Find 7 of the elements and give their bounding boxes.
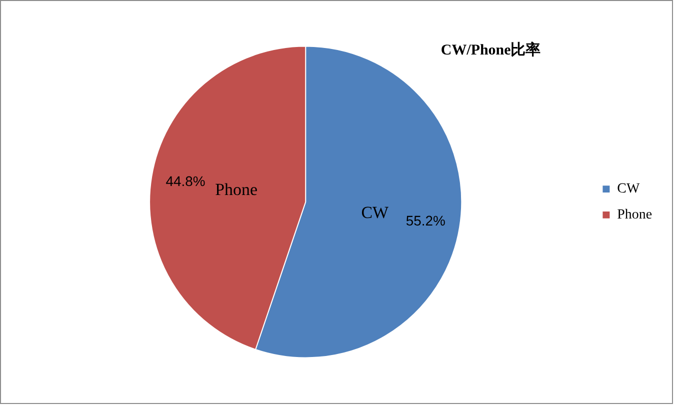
slice-label: Phone bbox=[215, 180, 258, 200]
legend-label: Phone bbox=[617, 208, 652, 223]
legend-label: CW bbox=[617, 182, 640, 197]
slice-label: CW bbox=[361, 202, 389, 222]
data-label: 44.8% bbox=[166, 173, 206, 190]
data-label: 55.2% bbox=[406, 212, 446, 229]
chart-title: CW/Phone比率 bbox=[440, 40, 541, 59]
